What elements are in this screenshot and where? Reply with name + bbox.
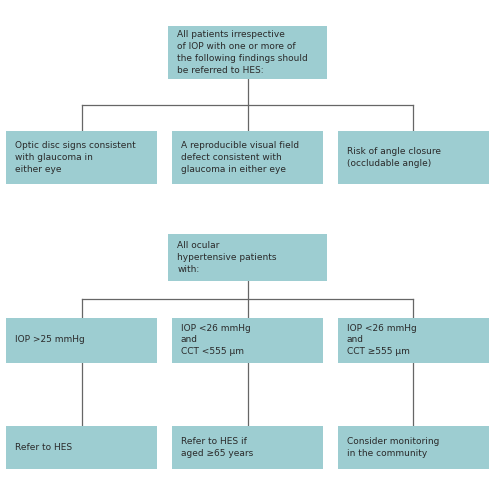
Text: All ocular
hypertensive patients
with:: All ocular hypertensive patients with: (177, 241, 277, 274)
Text: IOP <26 mmHg
and
CCT <555 μm: IOP <26 mmHg and CCT <555 μm (181, 324, 250, 356)
Text: All patients irrespective
of IOP with one or more of
the following findings shou: All patients irrespective of IOP with on… (177, 30, 308, 74)
Text: Refer to HES if
aged ≥65 years: Refer to HES if aged ≥65 years (181, 437, 253, 458)
Text: Consider monitoring
in the community: Consider monitoring in the community (346, 437, 439, 458)
Text: Risk of angle closure
(occludable angle): Risk of angle closure (occludable angle) (346, 147, 441, 168)
FancyBboxPatch shape (172, 318, 323, 362)
FancyBboxPatch shape (338, 131, 489, 184)
Text: IOP <26 mmHg
and
CCT ≥555 μm: IOP <26 mmHg and CCT ≥555 μm (346, 324, 416, 356)
FancyBboxPatch shape (168, 234, 327, 281)
Text: A reproducible visual field
defect consistent with
glaucoma in either eye: A reproducible visual field defect consi… (181, 141, 299, 174)
FancyBboxPatch shape (338, 318, 489, 362)
FancyBboxPatch shape (6, 426, 157, 469)
FancyBboxPatch shape (6, 131, 157, 184)
FancyBboxPatch shape (168, 26, 327, 78)
Text: Refer to HES: Refer to HES (15, 443, 72, 452)
Text: IOP >25 mmHg: IOP >25 mmHg (15, 336, 85, 344)
FancyBboxPatch shape (172, 426, 323, 469)
FancyBboxPatch shape (338, 426, 489, 469)
FancyBboxPatch shape (6, 318, 157, 362)
FancyBboxPatch shape (172, 131, 323, 184)
Text: Optic disc signs consistent
with glaucoma in
either eye: Optic disc signs consistent with glaucom… (15, 141, 136, 174)
